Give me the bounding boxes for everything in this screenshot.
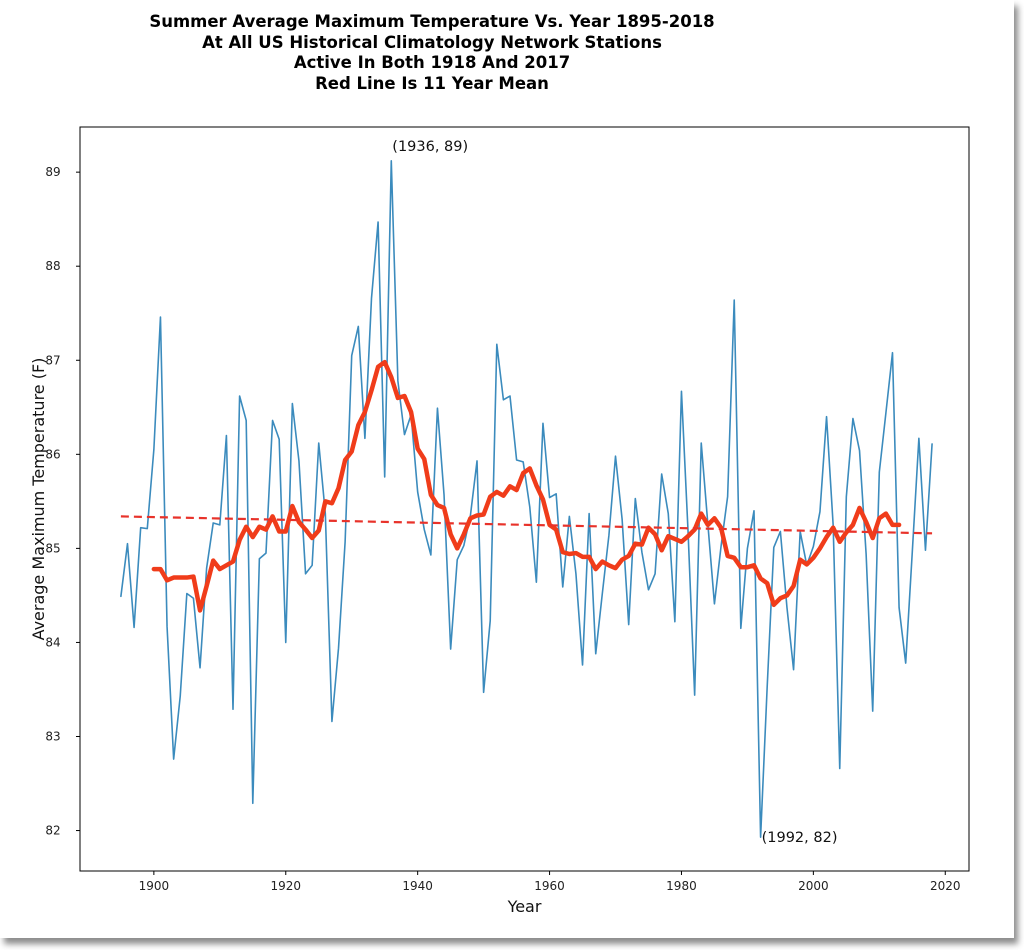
x-tick-label: 1980 xyxy=(666,879,697,893)
chart-title: Summer Average Maximum Temperature Vs. Y… xyxy=(0,12,864,94)
annotations: (1936, 89) (1992, 82) xyxy=(392,139,837,846)
y-tick-label: 83 xyxy=(45,729,60,743)
x-tick-label: 2020 xyxy=(930,879,961,893)
x-tick-label: 1920 xyxy=(270,879,301,893)
y-tick-label: 82 xyxy=(45,824,60,838)
y-tick-label: 86 xyxy=(45,447,60,461)
plot-area-frame xyxy=(79,126,970,872)
x-tick-label: 1960 xyxy=(534,879,565,893)
chart-title-line-2: At All US Historical Climatology Network… xyxy=(202,32,662,52)
y-tick-label: 87 xyxy=(45,353,60,367)
annotation-label: (1992, 82) xyxy=(762,830,838,846)
x-tick-label: 1900 xyxy=(139,879,170,893)
series-line-1 xyxy=(151,359,902,613)
y-tick-label: 89 xyxy=(45,165,60,179)
y-axis-ticks: 82 83 84 85 86 87 88 89 xyxy=(45,165,80,838)
chart-title-line-4: Red Line Is 11 Year Mean xyxy=(315,73,549,93)
chart-title-line-1: Summer Average Maximum Temperature Vs. Y… xyxy=(149,12,715,31)
x-axis-label: Year xyxy=(507,897,542,916)
y-tick-label: 85 xyxy=(45,541,60,555)
series-line-0 xyxy=(120,160,933,838)
y-tick-label: 84 xyxy=(45,635,60,649)
chart-title-line-3: Active In Both 1918 And 2017 xyxy=(293,53,571,72)
x-axis-ticks: 1900 1920 1940 1960 1980 2000 2020 xyxy=(139,871,961,893)
series-layer xyxy=(120,160,933,838)
figure-frame xyxy=(0,0,1014,938)
series-line-2 xyxy=(120,515,933,535)
y-axis-label: Average Maximum Temperature (F) xyxy=(29,358,48,641)
x-tick-label: 2000 xyxy=(798,879,829,893)
x-tick-label: 1940 xyxy=(402,879,433,893)
y-tick-label: 88 xyxy=(45,259,60,273)
annotation-label: (1936, 89) xyxy=(392,139,468,155)
